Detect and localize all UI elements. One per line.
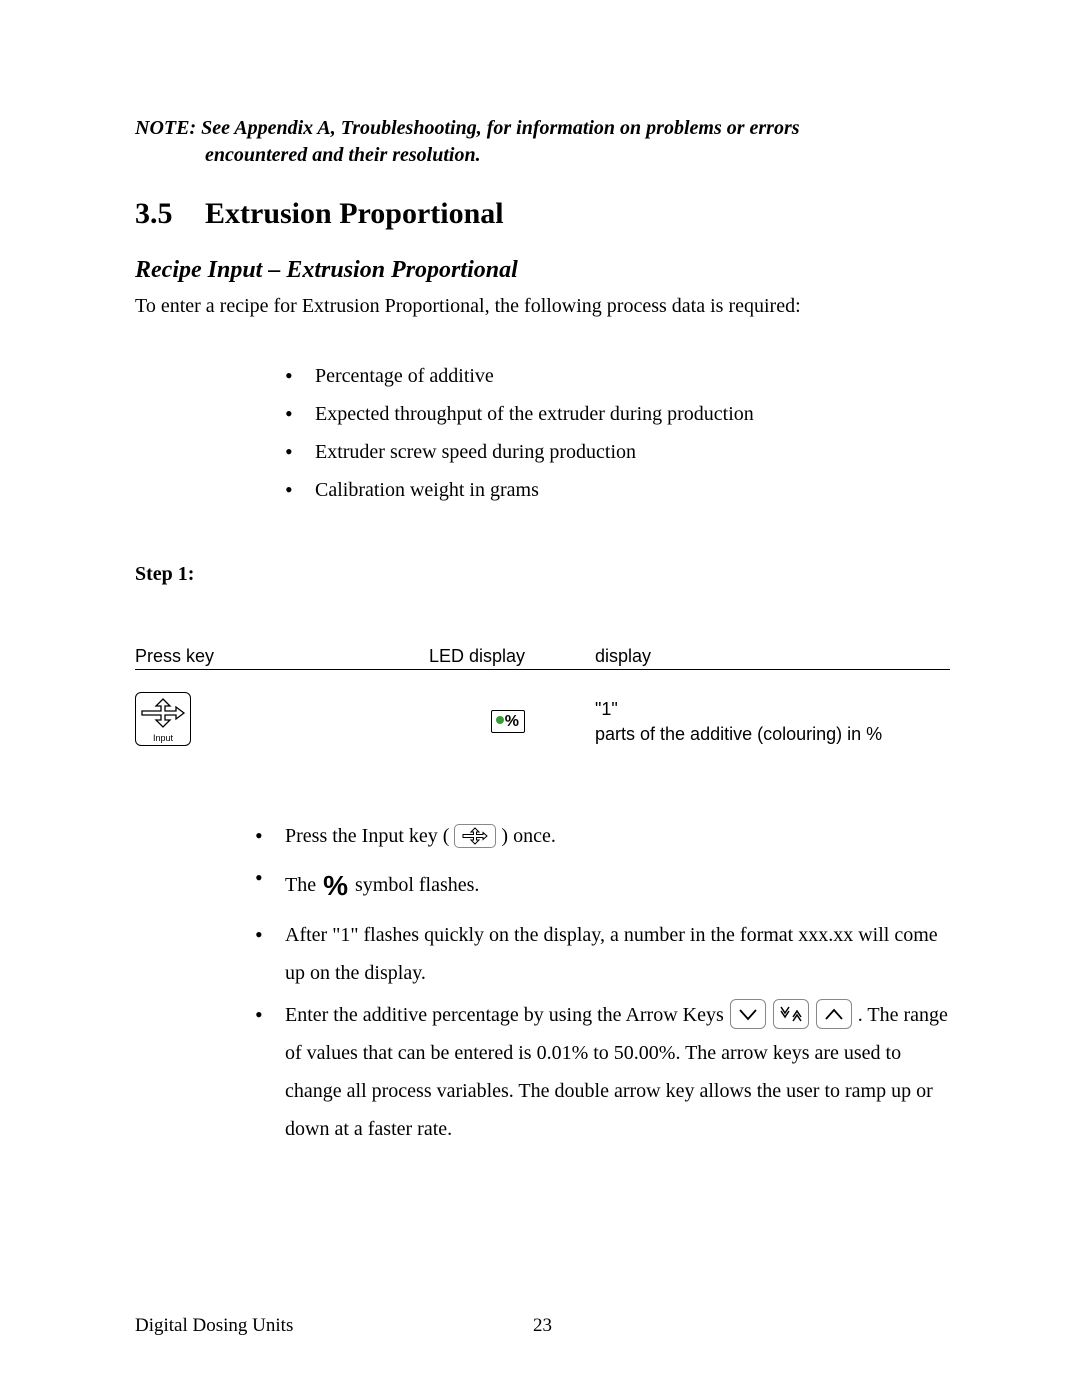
subsection-heading: Recipe Input – Extrusion Proportional: [135, 257, 950, 284]
note-line1: See Appendix A, Troubleshooting, for inf…: [201, 117, 799, 139]
note-block: NOTE: See Appendix A, Troubleshooting, f…: [135, 115, 950, 169]
led-dot-icon: [496, 716, 504, 724]
page-number: 23: [533, 1315, 552, 1337]
step-text: The: [285, 874, 321, 896]
display-line2: parts of the additive (colouring) in %: [595, 722, 950, 746]
press-key-table: Press key LED display display Input % "1…: [135, 646, 950, 751]
note-line2: encountered and their resolution.: [135, 142, 950, 169]
col-header-led: LED display: [315, 646, 555, 667]
section-number: 3.5: [135, 197, 205, 231]
step-text: ) once.: [501, 825, 555, 847]
led-percent-icon: %: [491, 710, 525, 733]
input-key-label: Input: [136, 733, 190, 743]
list-item: Press the Input key ( ) once.: [255, 815, 950, 857]
list-item: Percentage of additive: [285, 357, 950, 395]
input-key-inline-icon: [454, 824, 496, 848]
press-key-cell: Input: [135, 692, 315, 751]
section-title: Extrusion Proportional: [205, 197, 504, 230]
arrow-up-icon: [816, 999, 852, 1029]
list-item: Calibration weight in grams: [285, 471, 950, 509]
page: NOTE: See Appendix A, Troubleshooting, f…: [0, 0, 1080, 1397]
footer-title: Digital Dosing Units: [135, 1315, 293, 1337]
arrow-double-icon: [773, 999, 809, 1029]
note-prefix: NOTE:: [135, 117, 201, 139]
percent-icon: %: [323, 870, 348, 901]
arrow-down-icon: [730, 999, 766, 1029]
list-item: Expected throughput of the extruder duri…: [285, 395, 950, 433]
step-1-label: Step 1:: [135, 563, 950, 586]
display-line1: "1": [595, 697, 950, 721]
page-footer: Digital Dosing Units 23: [135, 1315, 950, 1337]
led-cell: %: [315, 710, 555, 733]
list-item: Extruder screw speed during production: [285, 433, 950, 471]
col-header-display: display: [555, 646, 950, 667]
requirements-list: Percentage of additive Expected throughp…: [135, 357, 950, 509]
step-instructions: Press the Input key ( ) once. The % symb…: [135, 815, 950, 1150]
section-heading: 3.5Extrusion Proportional: [135, 197, 950, 231]
table-header-row: Press key LED display display: [135, 646, 950, 670]
list-item: The % symbol flashes.: [255, 857, 950, 914]
col-header-press-key: Press key: [135, 646, 315, 667]
input-key-icon: Input: [135, 692, 191, 746]
table-row: Input % "1" parts of the additive (colou…: [135, 670, 950, 751]
list-item: After "1" flashes quickly on the display…: [255, 914, 950, 994]
list-item: Enter the additive percentage by using t…: [255, 994, 950, 1150]
intro-paragraph: To enter a recipe for Extrusion Proporti…: [135, 292, 950, 321]
step-text: Press the Input key (: [285, 825, 449, 847]
led-percent-text: %: [505, 713, 519, 730]
step-text: Enter the additive percentage by using t…: [285, 1004, 729, 1026]
step-text: symbol flashes.: [355, 874, 479, 896]
display-cell: "1" parts of the additive (colouring) in…: [555, 697, 950, 746]
